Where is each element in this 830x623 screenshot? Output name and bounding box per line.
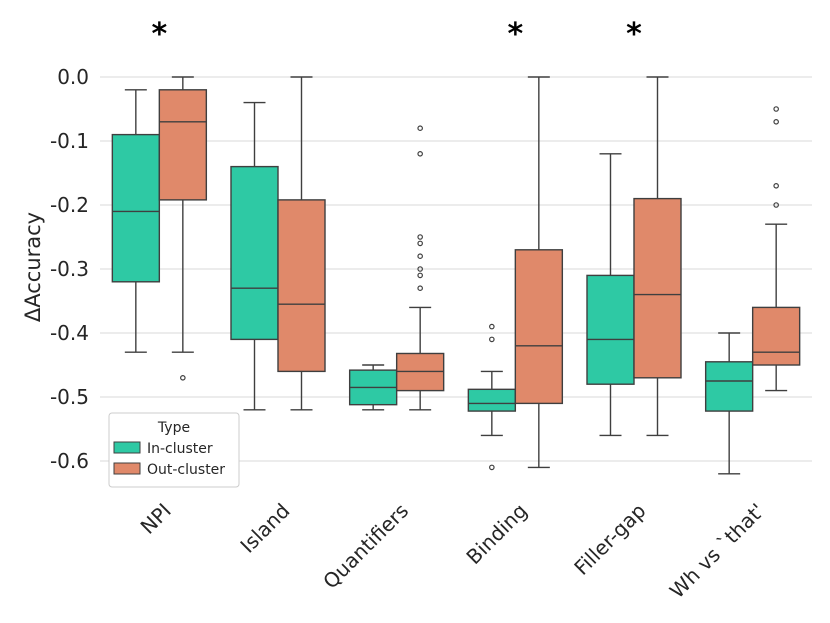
box-body — [704, 361, 754, 412]
box-in-cluster-3 — [467, 323, 517, 471]
y-axis-ticks: 0.0 -0.1 -0.2 -0.3 -0.4 -0.5 -0.6 — [50, 65, 89, 473]
legend-label-out-cluster: Out-cluster — [147, 462, 225, 478]
x-tick-label: Binding — [461, 499, 531, 569]
box-body — [230, 165, 279, 341]
box-body — [111, 133, 161, 283]
outlier-point — [417, 125, 423, 132]
y-tick-label: -0.3 — [50, 257, 89, 281]
outlier-point — [773, 119, 779, 125]
box-out-cluster-3 — [514, 76, 564, 469]
significance-markers: * * * — [151, 17, 642, 52]
box-in-cluster-4 — [586, 153, 635, 437]
boxes — [111, 76, 801, 475]
box-in-cluster-1 — [230, 101, 279, 411]
x-tick-label: Wh vs `that' — [665, 499, 769, 603]
x-tick-label: Filler-gap — [569, 499, 650, 580]
box-in-cluster-5 — [704, 332, 754, 475]
outlier-point — [489, 336, 495, 343]
y-tick-label: -0.4 — [50, 321, 89, 345]
box-out-cluster-2 — [395, 125, 445, 411]
outlier-point — [489, 323, 495, 330]
box-body — [158, 89, 208, 201]
box-out-cluster-1 — [277, 76, 326, 411]
box-body — [586, 274, 635, 385]
y-axis-label: ΔAccuracy — [21, 212, 45, 322]
legend-swatch-in-cluster — [113, 441, 141, 454]
box-body — [514, 249, 564, 405]
box-out-cluster-4 — [633, 76, 682, 437]
legend-label-in-cluster: In-cluster — [147, 441, 213, 457]
significance-star: * — [507, 17, 523, 52]
outlier-point — [417, 151, 423, 157]
outlier-point — [417, 285, 423, 292]
y-tick-label: -0.6 — [50, 449, 89, 473]
outlier-point — [180, 374, 186, 381]
box-body — [751, 306, 801, 366]
legend: Type In-cluster Out-cluster — [108, 412, 240, 488]
box-out-cluster-5 — [751, 106, 801, 392]
y-tick-label: -0.1 — [50, 129, 89, 153]
legend-title: Type — [157, 420, 190, 436]
outlier-point — [773, 106, 779, 112]
x-tick-label: Island — [235, 499, 294, 558]
y-tick-label: -0.5 — [50, 385, 89, 409]
legend-frame — [108, 412, 240, 488]
outlier-point — [489, 464, 495, 471]
significance-star: * — [626, 17, 642, 52]
box-body — [277, 199, 326, 373]
x-axis-ticks: NPI Island Quantifiers Binding Filler-gap Wh … — [136, 499, 770, 603]
outlier-point — [417, 253, 423, 260]
outlier-point — [773, 183, 779, 189]
outlier-point — [773, 202, 779, 208]
y-tick-label: -0.2 — [50, 193, 89, 217]
outlier-point — [417, 266, 423, 272]
outlier-point — [417, 272, 423, 279]
legend-swatch-out-cluster — [113, 462, 141, 475]
box-body — [633, 197, 682, 379]
x-tick-label: NPI — [136, 499, 176, 539]
box-in-cluster-0 — [111, 89, 161, 353]
box-body — [467, 388, 517, 412]
significance-star: * — [151, 17, 167, 52]
box-out-cluster-0 — [158, 76, 208, 381]
outlier-point — [417, 240, 423, 247]
y-tick-label: 0.0 — [57, 65, 89, 89]
x-tick-label: Quantifiers — [318, 499, 413, 594]
outlier-point — [417, 234, 423, 240]
box-in-cluster-2 — [348, 364, 398, 411]
